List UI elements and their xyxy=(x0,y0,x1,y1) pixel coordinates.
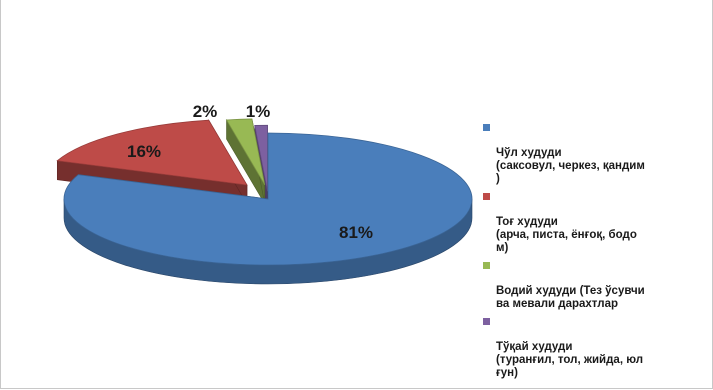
legend-label: Тоғ худуди (арча, писта, ёнғоқ, бодо м) xyxy=(496,216,637,254)
slice-label-2: 16% xyxy=(127,142,161,161)
legend-swatch xyxy=(483,318,490,325)
legend-swatch xyxy=(483,193,490,200)
pie-slice xyxy=(225,118,266,186)
legend-label: Водий худуди (Тез ўсувчи ва мевали дарах… xyxy=(496,285,645,310)
pie-slice xyxy=(63,132,473,266)
legend-label: Тўқай худуди (туранғил, тол, жийда, юл ғ… xyxy=(496,341,644,379)
legend-item: Чўл худуди (саксовул, черкез, қандим ) xyxy=(483,121,711,186)
slice-label-1: 81% xyxy=(339,223,373,242)
slice-label-3: 2% xyxy=(193,102,218,121)
pie-slice xyxy=(56,119,248,186)
legend-item: Водий худуди (Тез ўсувчи ва мевали дарах… xyxy=(483,259,711,311)
legend-item: Тоғ худуди (арча, писта, ёнғоқ, бодо м) xyxy=(483,190,711,255)
legend-swatch xyxy=(483,262,490,269)
legend-swatch xyxy=(483,124,490,131)
pie-slice xyxy=(254,124,268,192)
slice-label-4: 1% xyxy=(246,102,271,121)
legend-label: Чўл худуди (саксовул, черкез, қандим ) xyxy=(496,147,645,185)
legend-item: Тўқай худуди (туранғил, тол, жийда, юл ғ… xyxy=(483,315,711,380)
legend: Чўл худуди (саксовул, черкез, қандим ) Т… xyxy=(483,121,711,384)
